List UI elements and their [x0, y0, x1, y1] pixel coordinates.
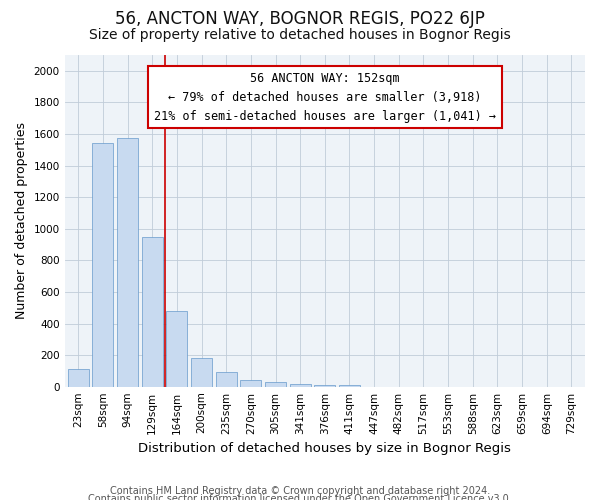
Bar — [68, 370, 89, 386]
Y-axis label: Number of detached properties: Number of detached properties — [15, 122, 28, 320]
Text: 56 ANCTON WAY: 152sqm
← 79% of detached houses are smaller (3,918)
21% of semi-d: 56 ANCTON WAY: 152sqm ← 79% of detached … — [154, 72, 496, 122]
Bar — [142, 236, 163, 386]
Bar — [92, 144, 113, 386]
Bar — [216, 372, 236, 386]
Text: 56, ANCTON WAY, BOGNOR REGIS, PO22 6JP: 56, ANCTON WAY, BOGNOR REGIS, PO22 6JP — [115, 10, 485, 28]
Bar — [191, 358, 212, 386]
Text: Size of property relative to detached houses in Bognor Regis: Size of property relative to detached ho… — [89, 28, 511, 42]
Text: Contains HM Land Registry data © Crown copyright and database right 2024.: Contains HM Land Registry data © Crown c… — [110, 486, 490, 496]
Bar — [265, 382, 286, 386]
X-axis label: Distribution of detached houses by size in Bognor Regis: Distribution of detached houses by size … — [139, 442, 511, 455]
Bar — [117, 138, 138, 386]
Bar — [166, 311, 187, 386]
Bar — [241, 380, 262, 386]
Bar — [290, 384, 311, 386]
Bar — [314, 385, 335, 386]
Text: Contains public sector information licensed under the Open Government Licence v3: Contains public sector information licen… — [88, 494, 512, 500]
